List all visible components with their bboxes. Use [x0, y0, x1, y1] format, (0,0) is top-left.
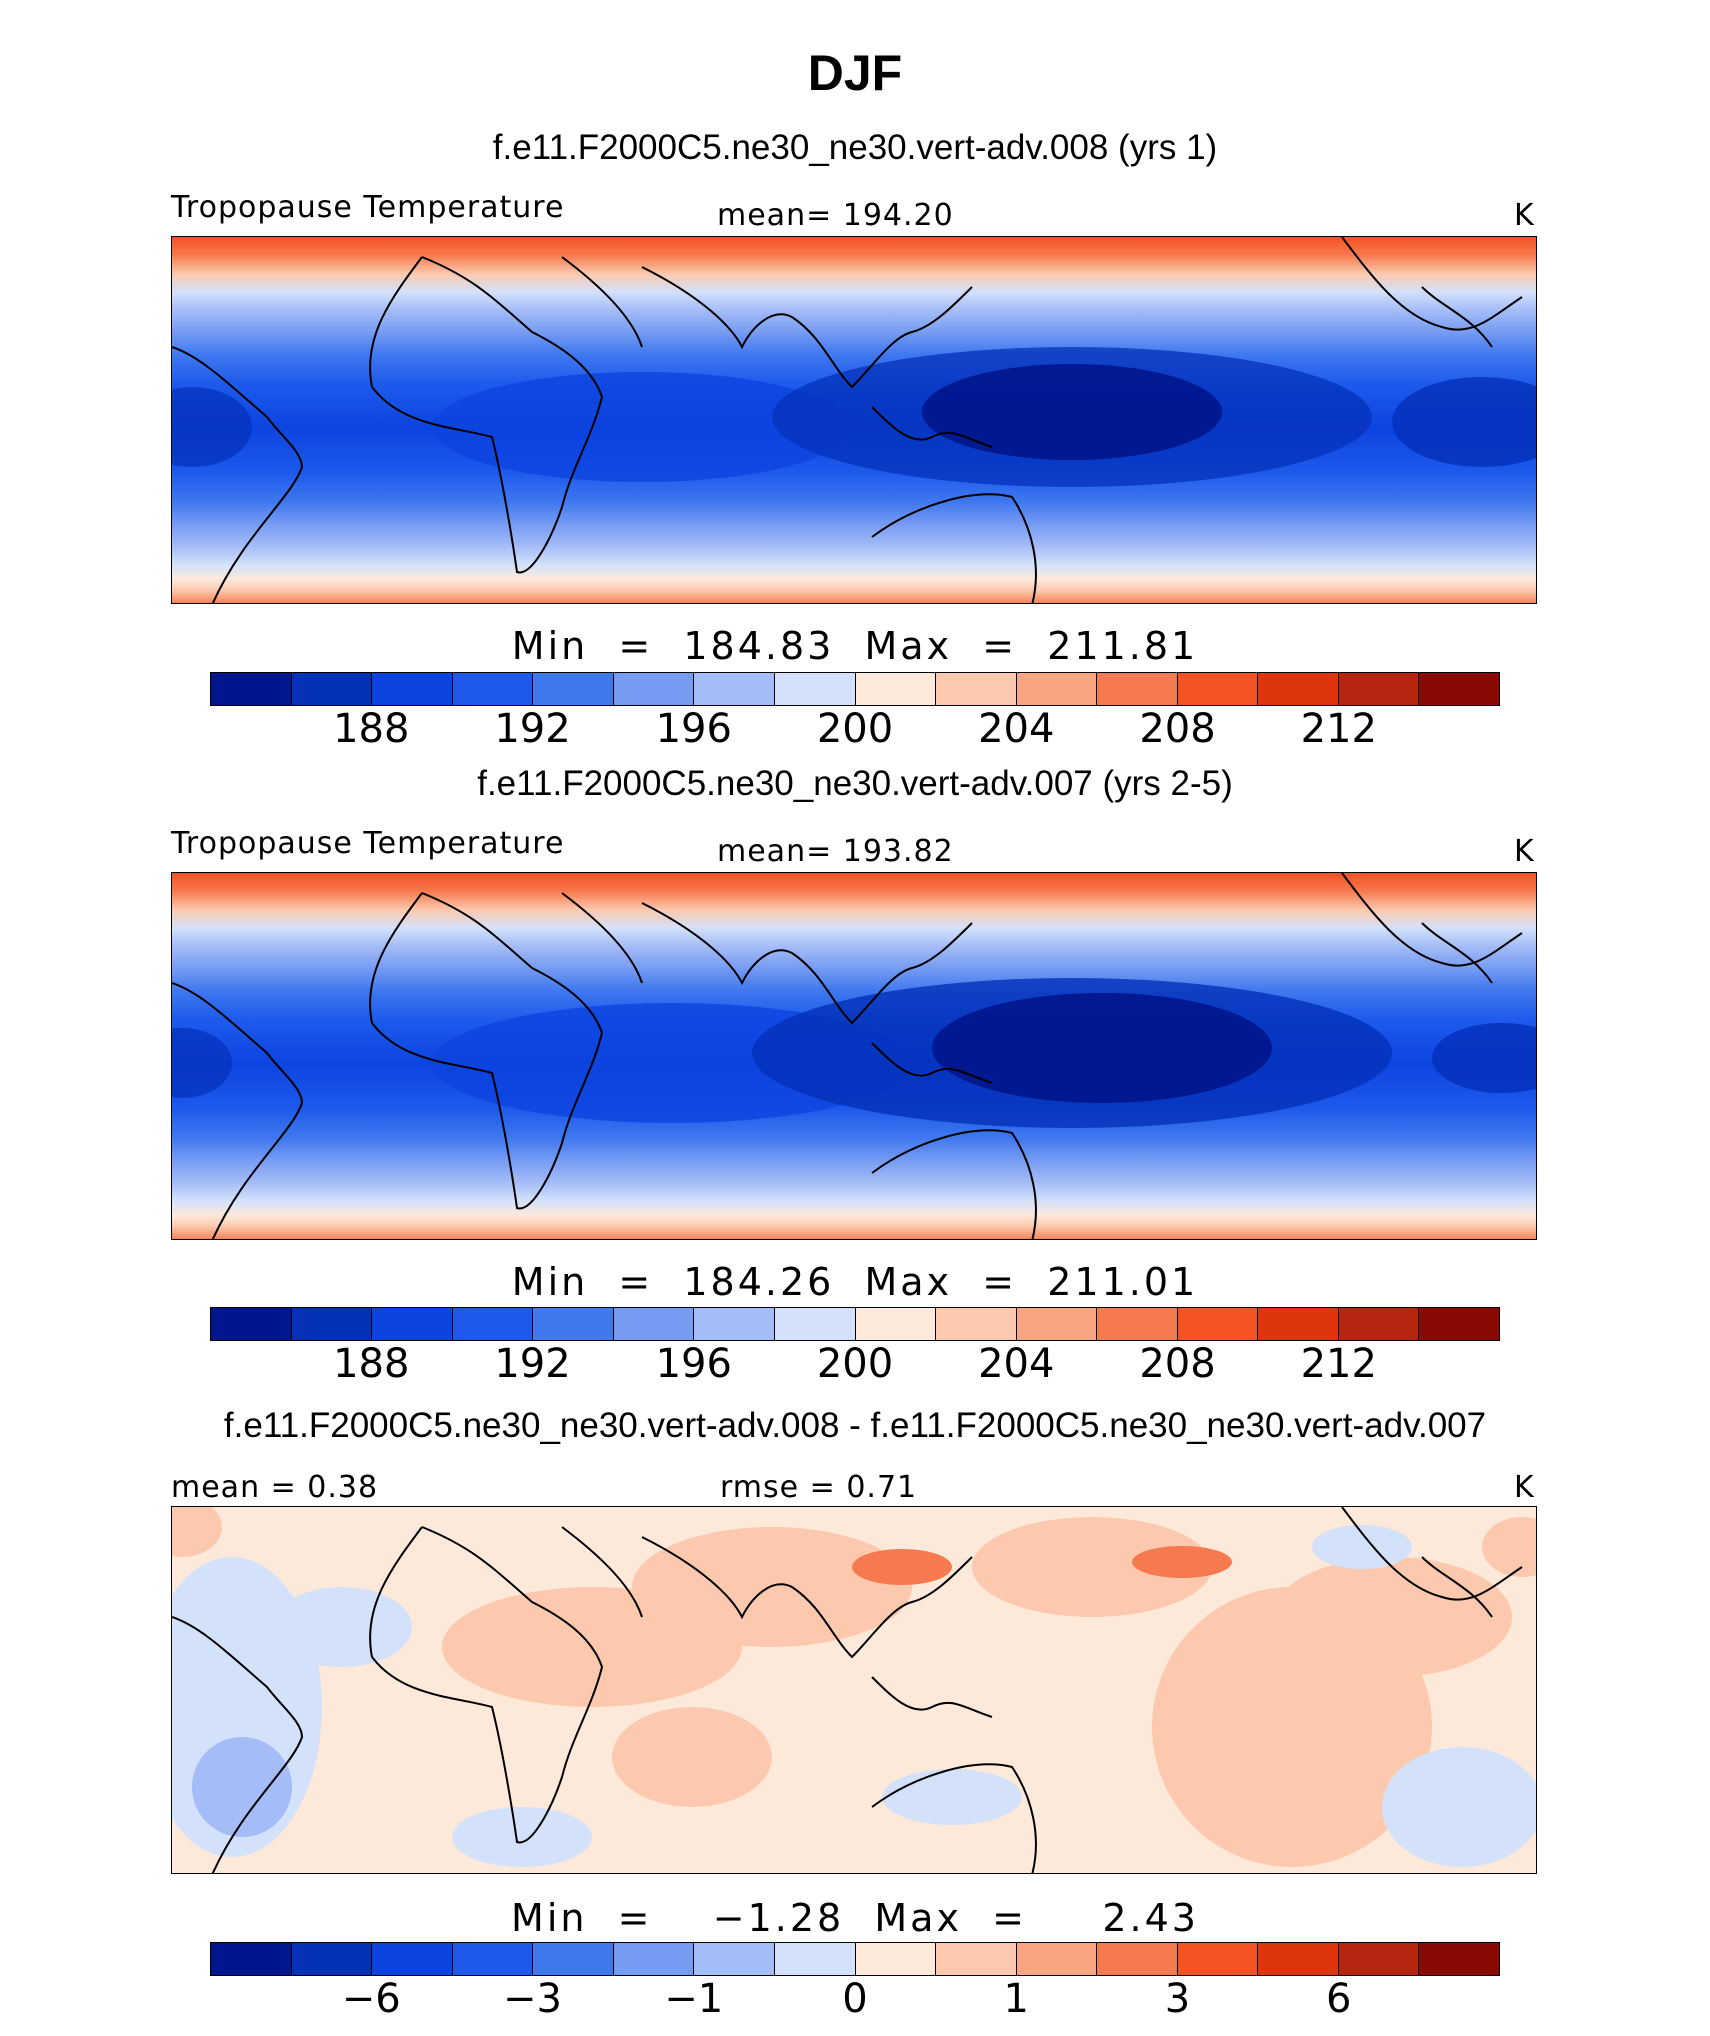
panel1-map	[171, 236, 1537, 604]
panel1-variable-label: Tropopause Temperature	[171, 190, 565, 225]
colorbar-swatch	[372, 673, 453, 705]
colorbar-tick-label: 3	[1164, 1976, 1191, 2022]
colorbar-swatch	[1097, 673, 1178, 705]
colorbar-swatch	[452, 673, 534, 705]
colorbar-tick-label: 204	[978, 1341, 1055, 1387]
figure-title: DJF	[807, 45, 903, 101]
colorbar-swatch	[1097, 1308, 1178, 1340]
panel3-map	[171, 1506, 1537, 1874]
panel3-colorbar	[210, 1942, 1500, 1976]
colorbar-swatch	[1177, 673, 1259, 705]
colorbar-swatch	[1419, 1943, 1499, 1975]
colorbar-swatch	[1016, 1308, 1098, 1340]
panel1-minmax: Min = 184.83 Max = 211.81	[511, 624, 1199, 668]
colorbar-swatch	[1419, 1308, 1499, 1340]
colorbar-swatch	[1258, 1943, 1339, 1975]
panel3-minmax: Min = −1.28 Max = 2.43	[511, 1896, 1199, 1940]
colorbar-swatch	[936, 1308, 1017, 1340]
panel3-rmse-label: rmse = 0.71	[720, 1470, 918, 1505]
colorbar-tick-label: 196	[655, 706, 732, 752]
colorbar-tick-label: 0	[842, 1976, 868, 2022]
colorbar-swatch	[855, 1943, 937, 1975]
panel1-colorbar	[210, 672, 1500, 706]
panel3-mean-label: mean = 0.38	[171, 1470, 379, 1505]
colorbar-swatch	[452, 1943, 534, 1975]
colorbar-swatch	[774, 673, 856, 705]
colorbar-tick-label: 1	[1003, 1976, 1029, 2022]
colorbar-swatch	[613, 673, 695, 705]
panel2-variable-label: Tropopause Temperature	[171, 826, 565, 861]
panel3-map-svg	[172, 1507, 1536, 1873]
colorbar-swatch	[613, 1308, 695, 1340]
colorbar-tick-label: −3	[503, 1976, 562, 2022]
colorbar-swatch	[1338, 1308, 1420, 1340]
colorbar-swatch	[1258, 1308, 1339, 1340]
panel1-map-svg	[172, 237, 1536, 603]
colorbar-swatch	[694, 1943, 775, 1975]
colorbar-tick-label: 188	[333, 706, 410, 752]
colorbar-tick-label: 212	[1300, 1341, 1377, 1387]
colorbar-tick-label: 6	[1326, 1976, 1352, 2022]
colorbar-swatch	[936, 1943, 1017, 1975]
colorbar-swatch	[1177, 1308, 1259, 1340]
colorbar-swatch	[1258, 673, 1339, 705]
colorbar-tick-label: 212	[1300, 706, 1377, 752]
colorbar-swatch	[291, 1308, 373, 1340]
colorbar-swatch	[1338, 673, 1420, 705]
panel1-subtitle: f.e11.F2000C5.ne30_ne30.vert-adv.008 (yr…	[492, 128, 1218, 167]
colorbar-swatch	[372, 1308, 453, 1340]
panel2-colorbar	[210, 1307, 1500, 1341]
colorbar-swatch	[613, 1943, 695, 1975]
colorbar-swatch	[533, 1308, 614, 1340]
colorbar-swatch	[1097, 1943, 1178, 1975]
colorbar-swatch	[855, 673, 937, 705]
colorbar-swatch	[211, 673, 292, 705]
colorbar-tick-label: 204	[978, 706, 1055, 752]
panel2-subtitle: f.e11.F2000C5.ne30_ne30.vert-adv.007 (yr…	[477, 764, 1233, 803]
panel2-minmax: Min = 184.26 Max = 211.01	[511, 1260, 1199, 1304]
colorbar-tick-label: −6	[341, 1976, 401, 2022]
panel1-units-label: K	[1514, 198, 1535, 233]
panel2-units-label: K	[1514, 834, 1535, 869]
colorbar-swatch	[291, 1943, 373, 1975]
colorbar-swatch	[855, 1308, 937, 1340]
colorbar-swatch	[533, 1943, 614, 1975]
colorbar-swatch	[774, 1308, 856, 1340]
panel1-mean-label: mean= 194.20	[717, 198, 954, 233]
colorbar-swatch	[1016, 673, 1098, 705]
colorbar-swatch	[533, 673, 614, 705]
colorbar-swatch	[694, 1308, 775, 1340]
colorbar-swatch	[1016, 1943, 1098, 1975]
colorbar-swatch	[211, 1943, 292, 1975]
colorbar-tick-label: 192	[494, 706, 571, 752]
colorbar-tick-label: 208	[1139, 706, 1216, 752]
panel3-units-label: K	[1514, 1470, 1535, 1505]
colorbar-tick-label: −1	[664, 1976, 724, 2022]
panel2-map-svg	[172, 873, 1536, 1239]
colorbar-tick-label: 208	[1139, 1341, 1216, 1387]
panel2-mean-label: mean= 193.82	[717, 834, 954, 869]
colorbar-swatch	[774, 1943, 856, 1975]
colorbar-tick-label: 192	[494, 1341, 571, 1387]
panel2-map	[171, 872, 1537, 1240]
colorbar-tick-label: 188	[333, 1341, 410, 1387]
panel3-subtitle: f.e11.F2000C5.ne30_ne30.vert-adv.008 - f…	[223, 1406, 1487, 1445]
colorbar-swatch	[694, 673, 775, 705]
colorbar-tick-label: 200	[816, 706, 894, 752]
colorbar-tick-label: 200	[816, 1341, 894, 1387]
colorbar-swatch	[1338, 1943, 1420, 1975]
colorbar-swatch	[291, 673, 373, 705]
colorbar-swatch	[372, 1943, 453, 1975]
colorbar-swatch	[452, 1308, 534, 1340]
colorbar-swatch	[1177, 1943, 1259, 1975]
colorbar-swatch	[936, 673, 1017, 705]
colorbar-swatch	[1419, 673, 1499, 705]
colorbar-swatch	[211, 1308, 292, 1340]
colorbar-tick-label: 196	[655, 1341, 732, 1387]
